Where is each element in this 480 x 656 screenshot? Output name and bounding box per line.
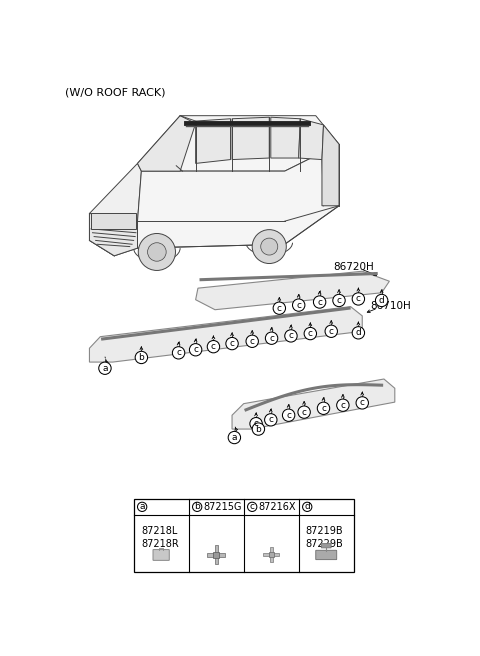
Circle shape (192, 502, 202, 512)
Circle shape (285, 330, 297, 342)
Text: c: c (268, 415, 273, 424)
Bar (269, 552, 274, 557)
Polygon shape (299, 119, 324, 159)
Text: 86720H: 86720H (333, 262, 373, 272)
Text: c: c (211, 342, 216, 351)
Text: (W/O ROOF RACK): (W/O ROOF RACK) (65, 88, 165, 98)
Circle shape (250, 417, 262, 430)
Text: c: c (193, 345, 198, 354)
Polygon shape (196, 119, 230, 163)
Circle shape (352, 293, 365, 305)
Polygon shape (137, 115, 196, 171)
Circle shape (99, 362, 111, 375)
Text: c: c (360, 398, 365, 407)
Text: c: c (336, 296, 341, 305)
Text: c: c (229, 339, 235, 348)
Text: 87219B
87229B: 87219B 87229B (305, 526, 343, 549)
Polygon shape (232, 117, 269, 159)
Text: a: a (102, 363, 108, 373)
Polygon shape (232, 379, 395, 429)
Circle shape (317, 402, 330, 415)
Text: c: c (356, 295, 361, 304)
Text: d: d (304, 502, 310, 511)
Text: c: c (340, 401, 346, 410)
Circle shape (137, 502, 147, 512)
Circle shape (313, 296, 326, 308)
Text: c: c (301, 407, 307, 417)
Text: c: c (250, 502, 255, 511)
Circle shape (265, 332, 278, 344)
Text: b: b (255, 424, 261, 434)
Text: c: c (269, 334, 274, 342)
Text: a: a (232, 433, 237, 442)
Text: d: d (379, 296, 384, 305)
Text: b: b (194, 502, 200, 511)
Circle shape (228, 432, 240, 443)
Polygon shape (196, 271, 389, 310)
Circle shape (298, 406, 311, 419)
Circle shape (252, 230, 286, 264)
Polygon shape (271, 117, 300, 158)
Text: d: d (356, 328, 361, 337)
FancyBboxPatch shape (321, 544, 331, 548)
Text: c: c (329, 327, 334, 336)
Text: c: c (321, 404, 326, 413)
Circle shape (356, 397, 369, 409)
Polygon shape (89, 213, 137, 256)
Circle shape (273, 302, 286, 314)
Bar (270, 547, 273, 562)
Bar (264, 553, 279, 556)
Text: 87218L
87218R: 87218L 87218R (142, 526, 179, 549)
Polygon shape (322, 125, 339, 206)
Text: 87216X: 87216X (258, 502, 296, 512)
Polygon shape (89, 163, 142, 256)
Circle shape (333, 295, 345, 306)
Text: c: c (250, 337, 255, 346)
Text: c: c (176, 348, 181, 358)
Circle shape (261, 238, 278, 255)
Circle shape (336, 399, 349, 411)
Circle shape (352, 327, 365, 339)
Text: 86710H: 86710H (370, 301, 411, 311)
Circle shape (147, 243, 166, 261)
Circle shape (264, 414, 277, 426)
Text: c: c (308, 329, 313, 338)
Circle shape (226, 337, 238, 350)
Circle shape (292, 299, 305, 311)
FancyBboxPatch shape (153, 550, 169, 560)
Ellipse shape (168, 160, 180, 167)
Circle shape (282, 409, 295, 421)
FancyBboxPatch shape (316, 550, 336, 560)
Bar (207, 553, 226, 557)
Text: 87215G: 87215G (204, 502, 242, 512)
Polygon shape (91, 213, 136, 229)
Circle shape (190, 344, 202, 356)
Circle shape (246, 335, 258, 348)
Circle shape (248, 502, 257, 512)
Text: c: c (288, 331, 293, 340)
Circle shape (304, 327, 316, 340)
Circle shape (172, 346, 185, 359)
Circle shape (207, 340, 220, 353)
Circle shape (375, 295, 388, 306)
Bar (213, 552, 219, 558)
Bar (215, 545, 218, 564)
Text: a: a (139, 502, 145, 511)
Text: c: c (296, 300, 301, 310)
Text: c: c (253, 419, 259, 428)
Bar (133, 499, 354, 571)
Polygon shape (137, 115, 339, 171)
Circle shape (302, 502, 312, 512)
Circle shape (325, 325, 337, 337)
Polygon shape (137, 144, 339, 248)
Text: c: c (277, 304, 282, 313)
Circle shape (252, 423, 264, 435)
Circle shape (135, 352, 147, 363)
Text: c: c (317, 298, 322, 306)
Text: b: b (139, 353, 144, 362)
Text: c: c (286, 411, 291, 420)
Circle shape (138, 234, 176, 270)
Polygon shape (89, 306, 362, 362)
